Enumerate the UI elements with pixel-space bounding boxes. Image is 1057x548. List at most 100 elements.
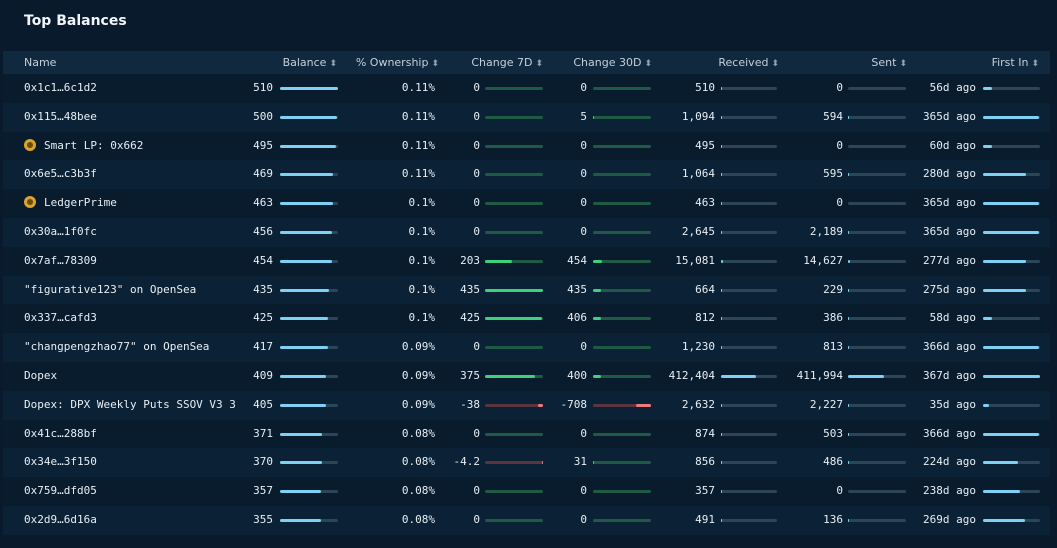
table-row[interactable]: 0x30a…1f0fc 456 0.1% 0 0 2,645 2,189 365d ago [3,217,1050,247]
row-name[interactable]: 0x1c1…6c1d2 [24,74,97,103]
row-name[interactable]: 0x2d9…6d16a [24,506,97,535]
sent-bar-fill [848,518,849,522]
row-name[interactable]: Smart LP: 0x662 [24,132,143,161]
column-header-sent[interactable]: Sent ⬍ [871,56,907,69]
cell-received: 664 [695,282,715,296]
table-row[interactable]: LedgerPrime 463 0.1% 0 0 463 0 365d ago [3,189,1050,218]
first_in-bar-fill [983,115,1039,119]
column-header-name[interactable]: Name [24,56,57,69]
table-row[interactable]: Dopex 409 0.09% 375 400 412,404 411,994 367d ag… [3,361,1050,391]
cell-first_in: 277d ago [923,253,976,267]
row-name[interactable]: 0x41c…288bf [24,420,97,449]
row-name[interactable]: 0x34e…3f150 [24,448,97,477]
change30d-bar-fill [593,374,601,378]
column-header-change7d[interactable]: Change 7D ⬍ [471,56,543,69]
sent-bar-fill [848,403,849,407]
sent-bar [848,288,906,292]
sort-icon[interactable]: ⬍ [535,59,543,69]
cell-received: 856 [695,455,715,469]
received-bar-fill [721,432,722,436]
row-name[interactable]: "changpengzhao77" on OpenSea [24,333,209,362]
cell-balance: 469 [253,167,273,181]
sort-icon[interactable]: ⬍ [431,59,439,69]
change30d-bar [593,173,651,177]
table-row[interactable]: 0x41c…288bf 371 0.08% 0 0 874 503 366d ago [3,419,1050,449]
row-name-label: 0x7af…78309 [24,253,97,267]
cell-ownership: 0.1% [408,196,436,210]
cell-change7d: 0 [473,512,480,526]
sort-icon[interactable]: ⬍ [329,59,337,69]
cell-first_in: 366d ago [923,426,976,440]
sent-bar-fill [848,317,849,321]
row-name[interactable]: 0x30a…1f0fc [24,218,97,247]
row-name[interactable]: 0x337…cafd3 [24,304,97,333]
cell-change7d: -38 [460,397,480,411]
cell-received: 463 [695,196,715,210]
first_in-bar [983,288,1040,292]
first_in-bar-fill [983,173,1026,177]
table-row[interactable]: "changpengzhao77" on OpenSea 417 0.09% 0 0 1,… [3,333,1050,362]
sort-icon[interactable]: ⬍ [899,59,907,69]
first_in-bar [983,87,1040,90]
row-name[interactable]: 0x759…dfd05 [24,477,97,506]
first_in-bar-fill [983,432,1039,436]
table-row[interactable]: "figurative123" on OpenSea 435 0.1% 435 435 6… [3,275,1050,305]
cell-sent: 0 [836,484,843,498]
sort-icon[interactable]: ⬍ [1031,59,1039,69]
table-row[interactable]: 0x1c1…6c1d2 510 0.11% 0 0 510 0 56d ago [3,74,1050,103]
received-bar [721,259,777,263]
first_in-bar-fill [983,288,1026,292]
received-bar [721,144,777,148]
change30d-bar [593,461,651,465]
table-row[interactable]: Smart LP: 0x662 495 0.11% 0 0 495 0 60d ago [3,131,1050,161]
column-header-change30d[interactable]: Change 30D ⬍ [573,56,652,69]
change30d-bar-fill [593,317,601,321]
row-name[interactable]: "figurative123" on OpenSea [24,276,196,305]
row-name[interactable]: 0x7af…78309 [24,247,97,276]
cell-received: 1,094 [681,109,715,123]
sort-icon[interactable]: ⬍ [771,59,779,69]
sent-bar [848,115,906,119]
cell-ownership: 0.1% [408,224,436,238]
cell-received: 15,081 [675,253,715,267]
cell-change30d: 31 [573,455,587,469]
column-header-ownership[interactable]: % Ownership ⬍ [355,56,439,69]
cell-received: 1,064 [681,167,715,181]
received-bar [721,230,777,234]
sent-bar [848,490,906,494]
row-name[interactable]: LedgerPrime [24,189,117,218]
cell-balance: 435 [253,282,273,296]
first_in-bar [983,374,1040,378]
row-name[interactable]: Dopex [24,362,57,391]
row-name[interactable]: 0x6e5…c3b3f [24,160,97,189]
table-row[interactable]: 0x6e5…c3b3f 469 0.11% 0 0 1,064 595 280d ago [3,160,1050,190]
cell-change30d: 0 [580,426,587,440]
table-row[interactable]: 0x759…dfd05 357 0.08% 0 0 357 0 238d ago [3,477,1050,506]
column-header-balance[interactable]: Balance ⬍ [282,56,337,69]
change30d-bar [593,87,651,90]
balance-bar-fill [280,317,328,321]
sort-icon[interactable]: ⬍ [644,59,652,69]
change30d-bar [593,518,651,522]
cell-first_in: 365d ago [923,224,976,238]
table-row[interactable]: 0x337…cafd3 425 0.1% 425 406 812 386 58d ago [3,304,1050,334]
column-header-first-in[interactable]: First In ⬍ [991,56,1039,69]
row-name[interactable]: 0x115…48bee [24,103,97,132]
row-name[interactable]: Dopex: DPX Weekly Puts SSOV V3 3 [24,391,236,420]
cell-ownership: 0.08% [401,455,435,469]
sent-bar [848,518,906,522]
table-row[interactable]: 0x2d9…6d16a 355 0.08% 0 0 491 136 269d ago [3,505,1050,535]
cell-ownership: 0.09% [401,397,435,411]
sent-bar-fill [848,288,849,292]
column-header-received[interactable]: Received ⬍ [718,56,779,69]
cell-sent: 136 [823,512,843,526]
table-row[interactable]: 0x115…48bee 500 0.11% 0 5 1,094 594 365d ago [3,102,1050,132]
table-row[interactable]: 0x34e…3f150 370 0.08% -4.2 31 856 486 224d ago [3,448,1050,478]
cell-sent: 594 [823,109,843,123]
cell-ownership: 0.1% [408,311,436,325]
balance-bar [280,173,338,177]
first_in-bar-fill [983,518,1025,522]
table-row[interactable]: Dopex: DPX Weekly Puts SSOV V3 3 405 0.09%… [3,390,1050,420]
first_in-bar-fill [983,259,1026,263]
table-row[interactable]: 0x7af…78309 454 0.1% 203 454 15,081 14,627 277d… [3,246,1050,276]
